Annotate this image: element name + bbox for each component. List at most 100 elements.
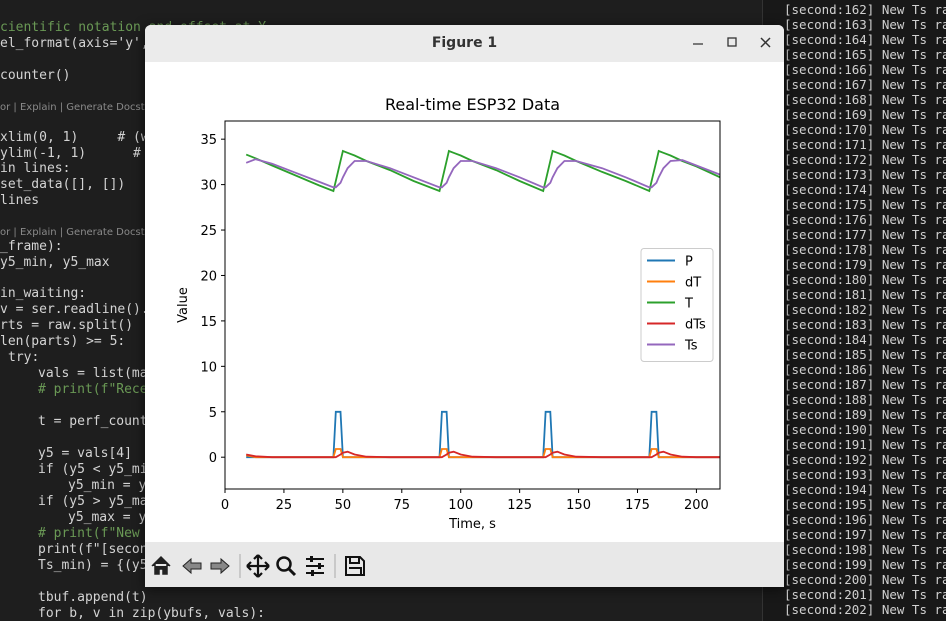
legend-label: dTs (685, 318, 706, 333)
code-line: el_format(axis='y', u (0, 36, 165, 51)
code-line: Ts_min) = {(y5 (38, 558, 148, 573)
terminal-line: [second:176] New Ts ran (784, 212, 946, 227)
back-button[interactable] (182, 557, 202, 575)
toolbar (145, 542, 784, 587)
code-line: counter() (0, 68, 71, 83)
legend-box (640, 248, 714, 362)
legend-label: T (684, 297, 693, 312)
configure-button[interactable] (306, 558, 324, 574)
code-line: ylim(-1, 1) # (v (0, 146, 165, 161)
code-line: # print(f"New T (38, 526, 156, 541)
terminal-line: [second:163] New Ts ran (784, 17, 946, 32)
code-line: len(parts) >= 5: (0, 334, 126, 349)
code-line: set_data([], []) (0, 177, 126, 192)
x-tick-label: 175 (625, 498, 650, 513)
code-line: t = perf_counte (38, 414, 156, 429)
terminal-line: [second:198] New Ts ran (784, 542, 946, 557)
terminal-line: [second:178] New Ts ran (784, 242, 946, 257)
code-line: # print(f"Recei (38, 382, 156, 397)
code-line: y5 = vals[4] (38, 446, 132, 461)
series-line (246, 450, 720, 459)
zoom-handle (287, 567, 297, 577)
x-tick-label: 50 (335, 498, 352, 513)
code-line: y5_min, y5_max (0, 255, 110, 270)
home-button[interactable] (151, 555, 171, 575)
terminal-line: [second:189] New Ts ran (784, 407, 946, 422)
terminal-line: [second:200] New Ts ran (784, 572, 946, 587)
code-line: if (y5 > y5_max (38, 494, 156, 509)
x-tick-label: 200 (684, 498, 709, 513)
code-line: v = ser.readline().de (0, 302, 165, 317)
terminal-line: [second:167] New Ts ran (784, 77, 946, 92)
x-tick-label: 100 (448, 498, 473, 513)
terminal-line: [second:172] New Ts ran (784, 152, 946, 167)
legend-label: P (685, 255, 693, 270)
series-line (245, 158, 720, 189)
terminal-line: [second:171] New Ts ran (784, 137, 946, 152)
save-button[interactable] (345, 556, 365, 576)
terminal-line: [second:196] New Ts ran (784, 512, 946, 527)
zoom-button[interactable] (276, 556, 292, 572)
y-tick-label: 30 (200, 179, 217, 194)
y-tick-label: 5 (209, 406, 217, 421)
code-line: for b, v in zip(ybufs, vals): (38, 606, 265, 621)
terminal-line: [second:187] New Ts ran (784, 377, 946, 392)
code-line: rts = raw.split() (0, 318, 134, 333)
x-axis-label: Time, s (448, 517, 496, 532)
window-controls (693, 37, 771, 48)
toolbar-icons (151, 554, 365, 578)
legend-label: Ts (684, 339, 698, 354)
y-tick-label: 15 (200, 315, 217, 330)
forward-button[interactable] (210, 557, 230, 575)
terminal-line: [second:174] New Ts ran (784, 182, 946, 197)
code-line: y5_max = y5 (68, 510, 155, 525)
terminal-line: [second:162] New Ts ran (784, 2, 946, 17)
terminal-line: [second:192] New Ts ran (784, 452, 946, 467)
code-line: vals = list(map (38, 366, 156, 381)
figure-window: Figure 1 Real-time ESP32 Data Time, s Valu… (145, 25, 784, 587)
terminal-line: [second:194] New Ts ran (784, 482, 946, 497)
y-tick-label: 20 (200, 269, 217, 284)
terminal-line: [second:199] New Ts ran (784, 557, 946, 572)
terminal-line: [second:190] New Ts ran (784, 422, 946, 437)
maximize-button[interactable] (727, 37, 737, 47)
code-line: lines (0, 193, 40, 208)
terminal-line: [second:166] New Ts ran (784, 62, 946, 77)
close-button[interactable] (760, 37, 771, 48)
terminal-line: [second:180] New Ts ran (784, 272, 946, 287)
title-bar: Figure 1 (145, 25, 784, 63)
terminal-line: [second:181] New Ts ran (784, 287, 946, 302)
x-tick-label: 125 (507, 498, 532, 513)
y-tick-label: 25 (200, 224, 217, 239)
code-line: y5_min = y5 (68, 478, 155, 493)
terminal: [second:162] New Ts ran [second:163] New … (762, 0, 946, 621)
pan-button[interactable] (246, 554, 270, 578)
terminal-line: [second:184] New Ts ran (784, 332, 946, 347)
slider-knob (318, 563, 321, 569)
code-line: or | Explain | Generate Docstring (0, 102, 165, 113)
terminal-line: [second:197] New Ts ran (784, 527, 946, 542)
y-tick-label: 10 (200, 360, 217, 375)
slider-knob (311, 570, 314, 576)
terminal-line: [second:169] New Ts ran (784, 107, 946, 122)
terminal-line: [second:177] New Ts ran (784, 227, 946, 242)
terminal-line: [second:165] New Ts ran (784, 47, 946, 62)
terminal-line: [second:175] New Ts ran (784, 197, 946, 212)
y-axis-label: Value (176, 287, 191, 323)
terminal-line: [second:183] New Ts ran (784, 317, 946, 332)
x-tick-label: 150 (566, 498, 591, 513)
terminal-line: [second:195] New Ts ran (784, 497, 946, 512)
legend-label: dT (685, 276, 701, 291)
terminal-line: [second:170] New Ts ran (784, 122, 946, 137)
window-title: Figure 1 (431, 35, 498, 51)
code-line: or | Explain | Generate Docstring (0, 227, 165, 238)
code-line: in_waiting: (0, 286, 87, 301)
code-line: xlim(0, 1) # (w (0, 130, 149, 145)
y-tick-label: 35 (200, 133, 217, 148)
terminal-line: [second:191] New Ts ran (784, 437, 946, 452)
code-line: tbuf.append(t) (38, 590, 148, 605)
x-tick-label: 25 (276, 498, 293, 513)
code-line: print(f"[second (38, 542, 156, 557)
